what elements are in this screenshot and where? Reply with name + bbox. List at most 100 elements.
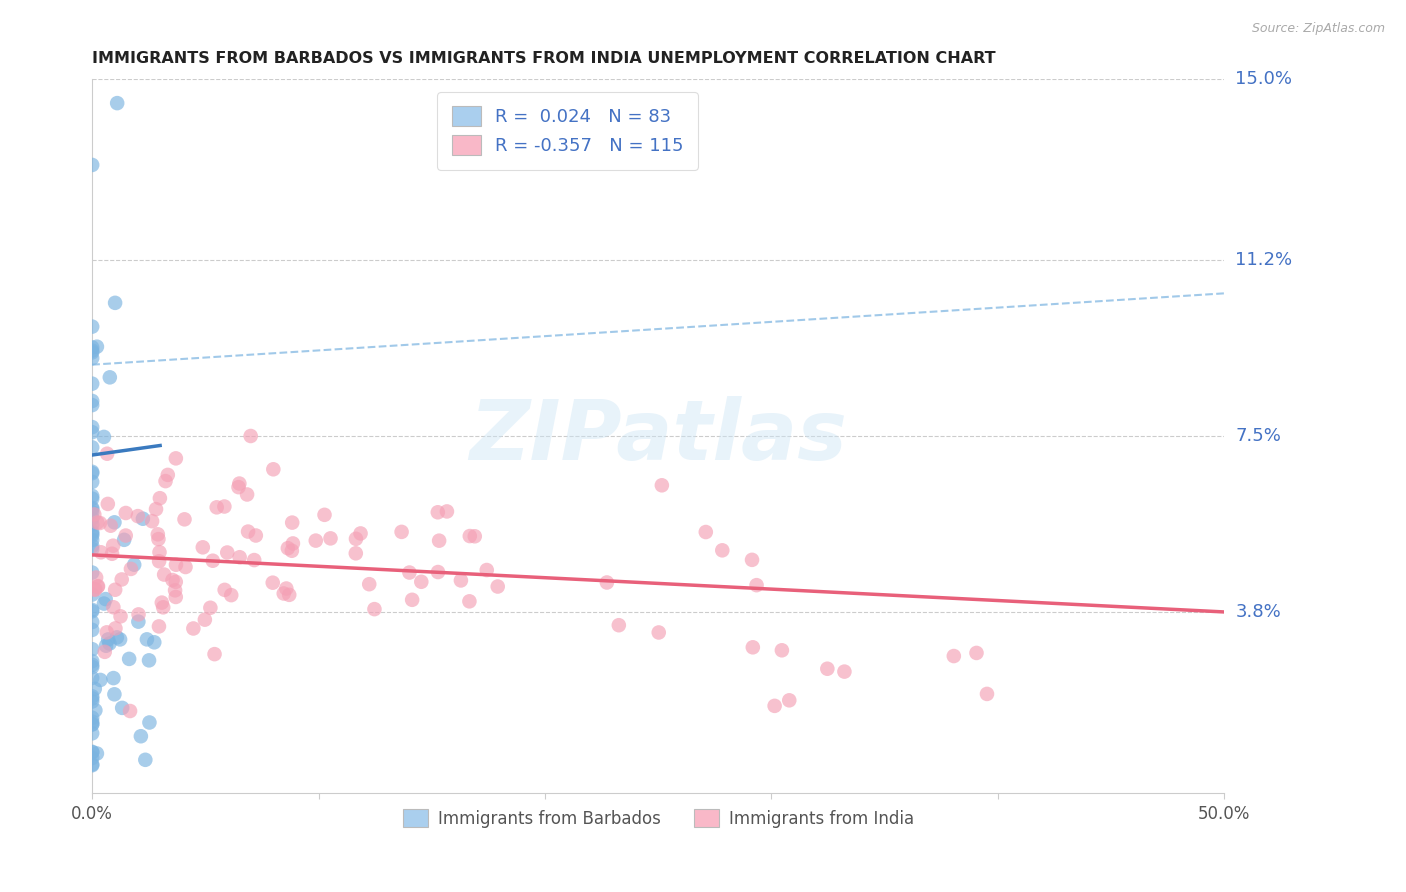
Point	[82, 158, 104, 172]
Point	[87, 579, 110, 593]
Point	[128, 607, 150, 622]
Point	[391, 524, 413, 539]
Point	[276, 582, 298, 596]
Point	[236, 487, 259, 501]
Point	[162, 573, 184, 587]
Point	[103, 687, 125, 701]
Point	[82, 425, 104, 440]
Point	[278, 588, 301, 602]
Point	[217, 545, 239, 559]
Point	[205, 500, 228, 515]
Point	[82, 345, 104, 359]
Legend: Immigrants from Barbados, Immigrants from India: Immigrants from Barbados, Immigrants fro…	[396, 803, 921, 834]
Point	[214, 582, 236, 597]
Point	[84, 703, 107, 717]
Point	[426, 505, 449, 519]
Point	[82, 660, 104, 674]
Point	[427, 533, 450, 548]
Point	[101, 539, 124, 553]
Point	[82, 539, 104, 553]
Point	[243, 553, 266, 567]
Point	[834, 665, 856, 679]
Point	[129, 729, 152, 743]
Point	[464, 529, 486, 543]
Point	[82, 757, 104, 772]
Point	[94, 645, 117, 659]
Point	[104, 582, 127, 597]
Point	[219, 588, 242, 602]
Point	[84, 582, 107, 596]
Point	[214, 500, 236, 514]
Point	[90, 545, 112, 559]
Point	[135, 632, 157, 647]
Point	[236, 524, 259, 539]
Point	[695, 524, 717, 539]
Point	[349, 526, 371, 541]
Point	[174, 560, 197, 574]
Point	[82, 465, 104, 479]
Point	[148, 619, 170, 633]
Point	[98, 370, 121, 384]
Point	[143, 635, 166, 649]
Point	[82, 526, 104, 541]
Point	[82, 343, 104, 358]
Point	[152, 600, 174, 615]
Point	[141, 514, 163, 528]
Point	[458, 594, 481, 608]
Point	[741, 553, 763, 567]
Point	[82, 690, 104, 704]
Point	[96, 625, 118, 640]
Point	[86, 747, 108, 761]
Point	[82, 394, 104, 409]
Point	[111, 701, 134, 715]
Point	[82, 524, 104, 539]
Point	[104, 296, 127, 310]
Point	[103, 671, 125, 685]
Point	[82, 528, 104, 542]
Point	[146, 527, 169, 541]
Point	[82, 717, 104, 731]
Point	[82, 340, 104, 354]
Point	[112, 533, 135, 547]
Point	[83, 582, 105, 597]
Point	[194, 613, 217, 627]
Point	[82, 491, 104, 506]
Text: 7.5%: 7.5%	[1236, 427, 1281, 445]
Point	[82, 711, 104, 725]
Point	[778, 693, 800, 707]
Point	[398, 566, 420, 580]
Point	[173, 512, 195, 526]
Point	[427, 565, 450, 579]
Point	[127, 509, 149, 524]
Point	[458, 529, 481, 543]
Point	[82, 745, 104, 759]
Point	[82, 751, 104, 765]
Point	[110, 609, 132, 624]
Point	[165, 558, 187, 572]
Point	[103, 600, 125, 615]
Point	[363, 602, 385, 616]
Point	[82, 506, 104, 520]
Point	[118, 652, 141, 666]
Point	[82, 420, 104, 434]
Point	[101, 547, 124, 561]
Point	[770, 643, 793, 657]
Point	[138, 715, 160, 730]
Point	[966, 646, 988, 660]
Point	[82, 466, 104, 480]
Point	[153, 567, 176, 582]
Point	[82, 671, 104, 685]
Point	[83, 681, 105, 696]
Point	[111, 573, 134, 587]
Point	[114, 528, 136, 542]
Point	[976, 687, 998, 701]
Point	[475, 563, 498, 577]
Point	[201, 554, 224, 568]
Point	[122, 558, 145, 572]
Point	[83, 508, 105, 522]
Point	[82, 657, 104, 672]
Point	[82, 475, 104, 489]
Point	[281, 543, 304, 558]
Point	[763, 698, 786, 713]
Point	[191, 541, 214, 555]
